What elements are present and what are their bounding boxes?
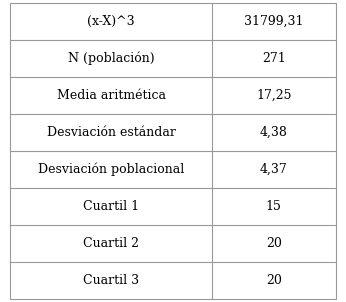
Text: 17,25: 17,25	[256, 89, 292, 102]
Text: Desviación estándar: Desviación estándar	[47, 126, 176, 139]
Text: 4,37: 4,37	[260, 163, 288, 176]
Text: (x-X)^3: (x-X)^3	[88, 15, 135, 28]
Text: 20: 20	[266, 237, 282, 250]
Text: 15: 15	[266, 200, 282, 213]
Text: 20: 20	[266, 274, 282, 287]
Text: Desviación poblacional: Desviación poblacional	[38, 163, 184, 176]
Text: Cuartil 2: Cuartil 2	[83, 237, 139, 250]
Text: 31799,31: 31799,31	[244, 15, 303, 28]
Text: N (población): N (población)	[68, 52, 155, 65]
Text: Cuartil 3: Cuartil 3	[83, 274, 139, 287]
Text: 4,38: 4,38	[260, 126, 288, 139]
Text: Cuartil 1: Cuartil 1	[83, 200, 139, 213]
Text: Media aritmética: Media aritmética	[57, 89, 166, 102]
Text: 271: 271	[262, 52, 286, 65]
